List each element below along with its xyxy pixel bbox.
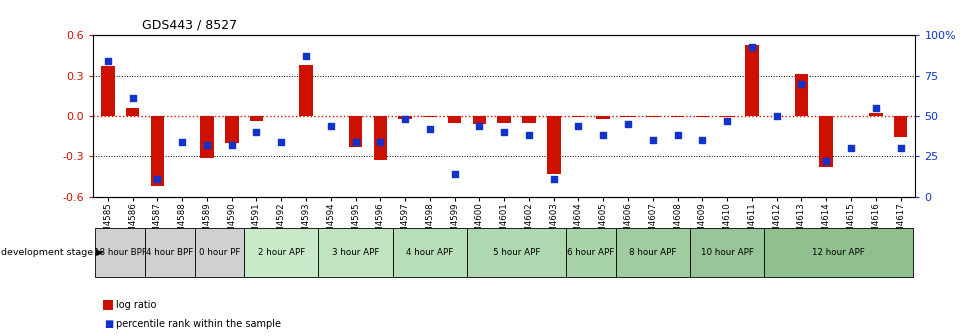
Bar bbox=[819, 116, 832, 167]
Point bbox=[743, 44, 759, 49]
Text: 2 hour APF: 2 hour APF bbox=[257, 248, 304, 257]
Point bbox=[818, 158, 833, 164]
Bar bbox=[472, 116, 486, 124]
Bar bbox=[422, 116, 436, 117]
Point bbox=[124, 95, 140, 101]
Point bbox=[496, 129, 511, 135]
Point bbox=[669, 133, 685, 138]
Bar bbox=[547, 116, 560, 174]
Bar bbox=[571, 116, 585, 117]
Text: 3 hour APF: 3 hour APF bbox=[332, 248, 378, 257]
Bar bbox=[645, 116, 659, 117]
Text: ■: ■ bbox=[104, 319, 112, 329]
Point bbox=[273, 139, 289, 144]
Point bbox=[224, 142, 240, 148]
Point bbox=[372, 139, 387, 144]
Text: percentile rank within the sample: percentile rank within the sample bbox=[115, 319, 281, 329]
Bar bbox=[200, 116, 213, 158]
Text: development stage ▶: development stage ▶ bbox=[1, 248, 104, 257]
Bar bbox=[694, 116, 708, 117]
Text: GDS443 / 8527: GDS443 / 8527 bbox=[142, 19, 237, 32]
Text: 6 hour APF: 6 hour APF bbox=[566, 248, 614, 257]
Point bbox=[595, 133, 610, 138]
Bar bbox=[299, 65, 313, 116]
Point bbox=[645, 137, 660, 143]
Point bbox=[867, 105, 883, 111]
Point bbox=[100, 58, 115, 64]
Bar bbox=[126, 108, 139, 116]
Point bbox=[693, 137, 709, 143]
Text: log ratio: log ratio bbox=[115, 300, 156, 310]
Bar bbox=[670, 116, 684, 117]
Point bbox=[471, 123, 487, 128]
Bar bbox=[225, 116, 239, 143]
Bar bbox=[868, 113, 881, 116]
Point bbox=[892, 145, 908, 151]
Text: 10 hour APF: 10 hour APF bbox=[700, 248, 753, 257]
Point bbox=[298, 53, 314, 59]
Point bbox=[520, 133, 536, 138]
Point bbox=[323, 123, 338, 128]
Text: 5 hour APF: 5 hour APF bbox=[492, 248, 540, 257]
Bar bbox=[794, 74, 808, 116]
Point bbox=[422, 126, 437, 131]
Point bbox=[620, 121, 636, 127]
Text: 0 hour PF: 0 hour PF bbox=[199, 248, 240, 257]
Bar bbox=[151, 116, 164, 186]
Bar bbox=[348, 116, 362, 147]
Point bbox=[719, 118, 734, 123]
Point bbox=[248, 129, 264, 135]
Text: 4 hour APF: 4 hour APF bbox=[406, 248, 453, 257]
Bar bbox=[398, 116, 412, 119]
Point bbox=[397, 117, 413, 122]
Point bbox=[150, 176, 165, 181]
Bar bbox=[249, 116, 263, 121]
Point bbox=[793, 81, 809, 86]
Text: 12 hour APF: 12 hour APF bbox=[812, 248, 865, 257]
Text: 4 hour BPF: 4 hour BPF bbox=[146, 248, 194, 257]
Point bbox=[768, 113, 783, 119]
Bar bbox=[497, 116, 511, 123]
Point bbox=[174, 139, 190, 144]
Point bbox=[546, 176, 561, 181]
Text: 8 hour APF: 8 hour APF bbox=[629, 248, 676, 257]
Bar bbox=[720, 116, 734, 117]
Point bbox=[199, 142, 214, 148]
Point bbox=[347, 139, 363, 144]
Bar bbox=[447, 116, 461, 123]
Bar bbox=[744, 45, 758, 116]
Bar bbox=[101, 66, 114, 116]
Bar bbox=[893, 116, 907, 137]
Text: 18 hour BPF: 18 hour BPF bbox=[94, 248, 147, 257]
Point bbox=[570, 123, 586, 128]
Bar bbox=[521, 116, 535, 123]
Bar bbox=[596, 116, 609, 119]
Point bbox=[446, 171, 462, 177]
Point bbox=[842, 145, 858, 151]
Bar bbox=[374, 116, 386, 160]
Bar bbox=[621, 116, 634, 117]
